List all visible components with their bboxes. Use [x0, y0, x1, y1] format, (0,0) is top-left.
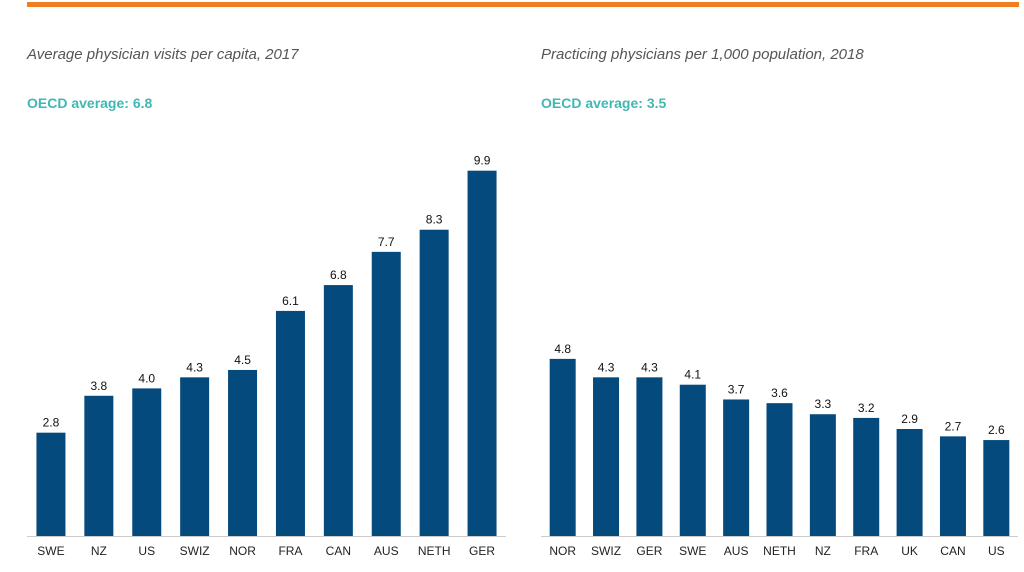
- bar-nor: [228, 369, 258, 536]
- bar-aus: [723, 399, 750, 536]
- category-label: FRA: [854, 544, 878, 558]
- bar-can: [323, 285, 353, 536]
- bar-value-label: 3.8: [91, 379, 108, 393]
- bar-value-label: 6.8: [330, 268, 347, 282]
- category-label: NZ: [91, 544, 107, 558]
- category-label: NOR: [229, 544, 256, 558]
- category-label: US: [138, 544, 155, 558]
- category-label: NZ: [815, 544, 831, 558]
- bar-nz: [809, 414, 836, 536]
- category-label: AUS: [724, 544, 749, 558]
- chart-2-title: Practicing physicians per 1,000 populati…: [541, 46, 864, 63]
- category-label: SWE: [37, 544, 64, 558]
- bar-neth: [766, 403, 793, 536]
- bar-value-label: 3.2: [858, 401, 875, 415]
- category-label: GER: [636, 544, 662, 558]
- bar-value-label: 2.7: [945, 419, 962, 433]
- bar-value-label: 4.3: [598, 360, 615, 374]
- bar-value-label: 4.0: [138, 371, 155, 385]
- category-label: FRA: [278, 544, 302, 558]
- bar-value-label: 3.7: [728, 382, 745, 396]
- bar-value-label: 2.8: [43, 416, 60, 430]
- bar-value-label: 4.1: [684, 368, 701, 382]
- bar-swiz: [593, 377, 620, 536]
- category-label: CAN: [940, 544, 965, 558]
- category-label: US: [988, 544, 1005, 558]
- bar-value-label: 6.1: [282, 294, 299, 308]
- bar-value-label: 7.7: [378, 235, 395, 249]
- chart-1-average-label: OECD average: 6.8: [27, 95, 153, 111]
- bar-value-label: 2.9: [901, 412, 918, 426]
- bar-us: [983, 440, 1010, 536]
- bar-value-label: 9.9: [474, 154, 491, 168]
- chart-2-average-label: OECD average: 3.5: [541, 95, 667, 111]
- bar-value-label: 4.3: [186, 360, 203, 374]
- bar-value-label: 4.3: [641, 360, 658, 374]
- bar-aus: [371, 251, 401, 536]
- bar-value-label: 4.5: [234, 353, 251, 367]
- bar-uk: [896, 428, 923, 536]
- chart-1-title: Average physician visits per capita, 201…: [27, 46, 299, 63]
- bar-us: [132, 388, 162, 536]
- bar-can: [939, 436, 966, 536]
- bar-fra: [275, 310, 305, 536]
- top-accent-rule: [27, 2, 1019, 7]
- bar-swe: [679, 384, 706, 536]
- bar-value-label: 4.8: [554, 342, 571, 356]
- category-label: CAN: [326, 544, 351, 558]
- category-label: SWIZ: [180, 544, 210, 558]
- category-label: GER: [469, 544, 495, 558]
- bar-ger: [636, 377, 663, 536]
- bar-swiz: [180, 377, 210, 536]
- bar-value-label: 8.3: [426, 213, 443, 227]
- bar-value-label: 3.3: [815, 397, 832, 411]
- bar-nz: [84, 395, 114, 536]
- bar-nor: [549, 358, 576, 536]
- category-label: NOR: [549, 544, 576, 558]
- category-label: UK: [901, 544, 918, 558]
- bar-neth: [419, 229, 449, 537]
- bar-value-label: 3.6: [771, 386, 788, 400]
- bar-ger: [467, 170, 497, 536]
- bar-value-label: 2.6: [988, 423, 1005, 437]
- bar-fra: [853, 417, 880, 536]
- category-label: SWE: [679, 544, 706, 558]
- category-label: SWIZ: [591, 544, 621, 558]
- category-label: AUS: [374, 544, 399, 558]
- category-label: NETH: [763, 544, 796, 558]
- category-label: NETH: [418, 544, 451, 558]
- bar-swe: [36, 432, 66, 536]
